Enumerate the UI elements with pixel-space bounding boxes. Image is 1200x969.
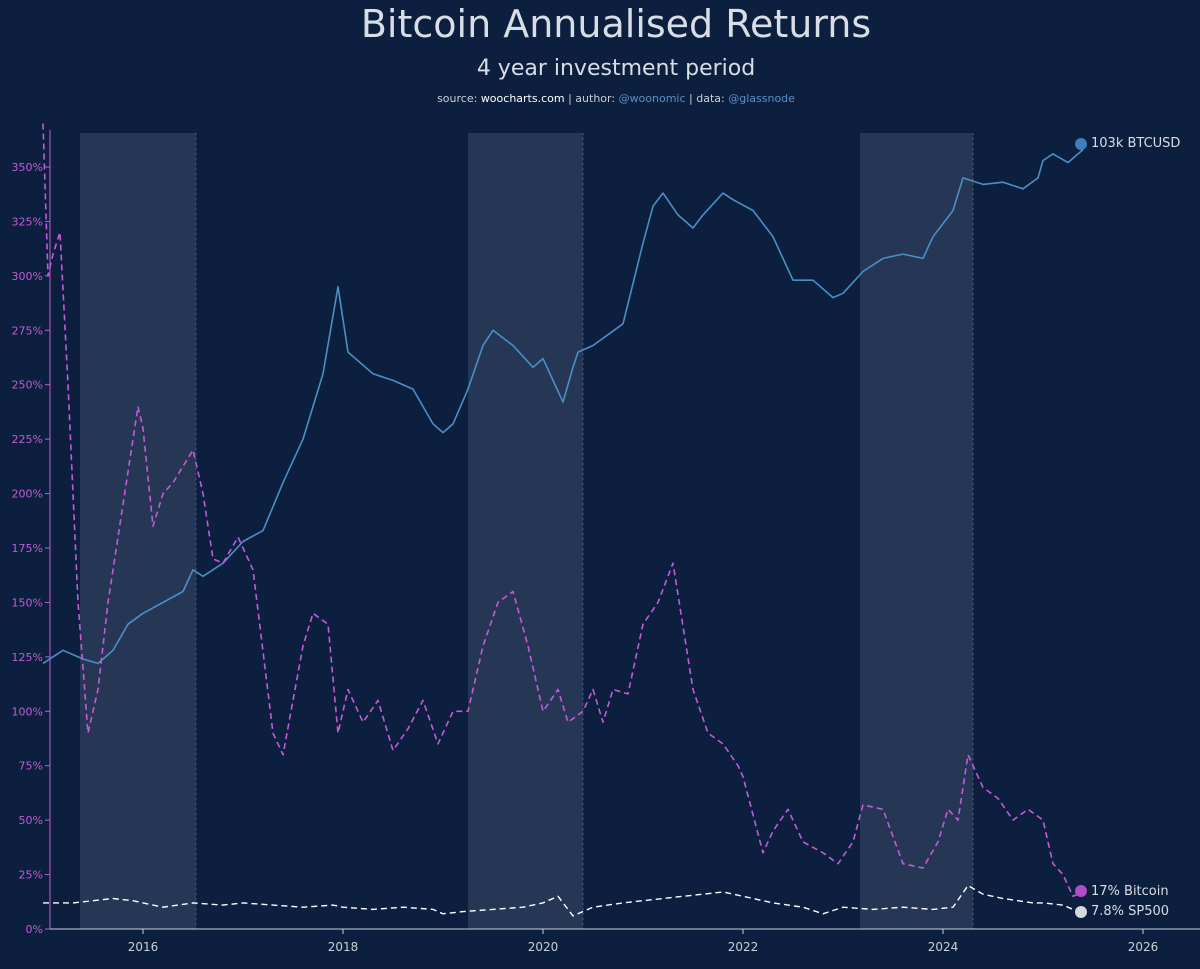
y-tick-label: 150% [12,596,43,609]
y-tick-label: 50% [19,814,43,827]
y-tick-label: 225% [12,433,43,446]
x-tick-label: 2016 [128,940,159,954]
data-link[interactable]: @glassnode [728,92,795,105]
end-marker-sp500 [1075,906,1087,918]
shaded-period-1 [468,133,583,929]
series-line-bitcoin [42,123,1084,898]
end-label-bitcoin: 17% Bitcoin [1091,884,1169,899]
y-tick-label: 275% [12,324,43,337]
y-tick-label: 100% [12,705,43,718]
x-tick-label: 2018 [328,940,359,954]
x-tick-label: 2026 [1128,940,1159,954]
data-label: | data: [689,92,725,105]
y-tick-label: 250% [12,379,43,392]
source-value: woocharts.com [480,92,565,105]
y-tick-label: 175% [12,542,43,555]
end-marker-bitcoin [1075,885,1087,897]
x-tick-label: 2020 [528,940,559,954]
x-tick-label: 2022 [728,940,759,954]
chart-subtitle: 4 year investment period [476,56,756,81]
author-label: | author: [568,92,616,105]
y-tick-label: 125% [12,651,43,664]
chart-title: Bitcoin Annualised Returns [360,2,872,46]
shaded-period-0 [80,133,196,929]
y-tick-label: 200% [12,488,43,501]
y-tick-label: 350% [12,161,43,174]
y-tick-label: 300% [12,270,43,283]
end-marker-btcusd [1075,138,1087,150]
end-label-sp500: 7.8% SP500 [1091,904,1169,919]
author-link[interactable]: @woonomic [618,92,686,105]
y-tick-label: 25% [19,869,43,882]
y-tick-label: 325% [12,215,43,228]
y-tick-label: 75% [19,760,43,773]
x-tick-label: 2024 [928,940,959,954]
end-label-btcusd: 103k BTCUSD [1091,136,1180,151]
y-tick-label: 0% [26,923,43,936]
shaded-period-2 [860,133,973,929]
chart-credits: source: woocharts.com | author: @woonomi… [0,92,1200,105]
source-label: source: [437,92,478,105]
series-line-btcusd [42,148,1084,665]
series-line-sp500 [43,884,1084,917]
